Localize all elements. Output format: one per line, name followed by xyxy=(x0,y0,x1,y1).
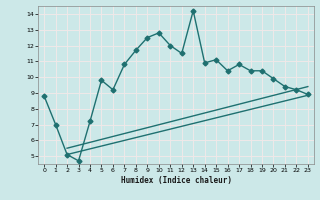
X-axis label: Humidex (Indice chaleur): Humidex (Indice chaleur) xyxy=(121,176,231,185)
